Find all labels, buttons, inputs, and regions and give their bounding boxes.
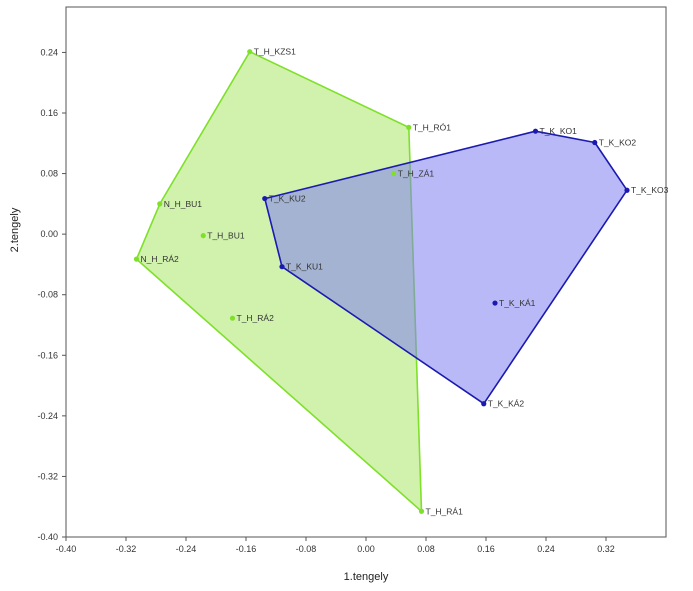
point-labels: T_H_KZS1 T_H_RÓ1 T_H_ZÁ1 N_H_BU1 T_H_BU1 N_H_… xyxy=(141,47,669,517)
data-point xyxy=(532,128,539,134)
data-point xyxy=(418,508,425,514)
y-axis-title: 2.tengely xyxy=(9,207,21,252)
data-point xyxy=(391,170,397,177)
data-point xyxy=(492,300,498,306)
data-points xyxy=(133,49,630,514)
data-point xyxy=(262,195,268,202)
point-label: T_H_RÓ1 xyxy=(413,122,452,132)
point-label: N_H_RÁ2 xyxy=(141,254,180,264)
x-axis-ticks: -0.40 -0.32 -0.24 -0.16 -0.08 0.00 0.08 0.16 0.2… xyxy=(56,537,615,554)
y-tick-label: -0.16 xyxy=(37,350,58,360)
x-tick-label: -0.16 xyxy=(236,544,257,554)
point-label: T_K_KU2 xyxy=(269,194,306,204)
y-tick-label: 0.24 xyxy=(40,47,58,57)
point-label: T_H_KZS1 xyxy=(254,47,296,57)
y-tick-label: -0.24 xyxy=(37,411,58,421)
point-label: T_H_RÁ1 xyxy=(426,506,464,516)
point-label: T_K_KO2 xyxy=(599,138,637,148)
data-point xyxy=(279,264,285,270)
data-point xyxy=(406,124,412,130)
x-tick-label: 0.08 xyxy=(417,544,435,554)
x-axis-title: 1.tengely xyxy=(344,571,389,583)
hull-polygon-1 xyxy=(135,50,423,513)
y-tick-label: 0.00 xyxy=(40,229,58,239)
x-tick-label: -0.08 xyxy=(296,544,317,554)
x-tick-label: 0.00 xyxy=(357,544,375,554)
point-label: T_K_KÁ1 xyxy=(499,298,536,308)
point-label: T_K_KÁ2 xyxy=(488,399,525,409)
x-tick-label: 0.24 xyxy=(537,544,555,554)
y-tick-label: -0.08 xyxy=(37,290,58,300)
y-axis-ticks: -0.40 -0.32 -0.24 -0.16 -0.08 0.00 0.08 0.16 0.2… xyxy=(37,47,66,542)
data-point xyxy=(481,401,487,407)
x-tick-label: -0.24 xyxy=(176,544,197,554)
data-point xyxy=(200,233,206,239)
x-tick-label: 0.16 xyxy=(477,544,495,554)
y-tick-label: 0.08 xyxy=(40,169,58,179)
data-point xyxy=(133,256,140,262)
x-tick-label: -0.40 xyxy=(56,544,77,554)
x-tick-label: -0.32 xyxy=(116,544,137,554)
point-label: T_H_RÁ2 xyxy=(237,313,275,323)
data-point xyxy=(624,187,630,193)
data-point xyxy=(592,139,598,146)
x-tick-label: 0.32 xyxy=(597,544,615,554)
data-point xyxy=(157,201,163,207)
point-label: T_K_KO1 xyxy=(540,126,578,136)
point-label: T_K_KU1 xyxy=(286,262,323,272)
point-label: T_H_BU1 xyxy=(207,231,245,241)
y-tick-label: -0.40 xyxy=(37,532,58,542)
data-point xyxy=(229,315,236,321)
point-label: N_H_BU1 xyxy=(164,199,203,209)
data-point xyxy=(247,49,253,55)
y-tick-label: 0.16 xyxy=(40,108,58,118)
y-tick-label: -0.32 xyxy=(37,471,58,481)
point-label: T_K_KO3 xyxy=(631,185,669,195)
point-label: T_H_ZÁ1 xyxy=(398,169,435,179)
